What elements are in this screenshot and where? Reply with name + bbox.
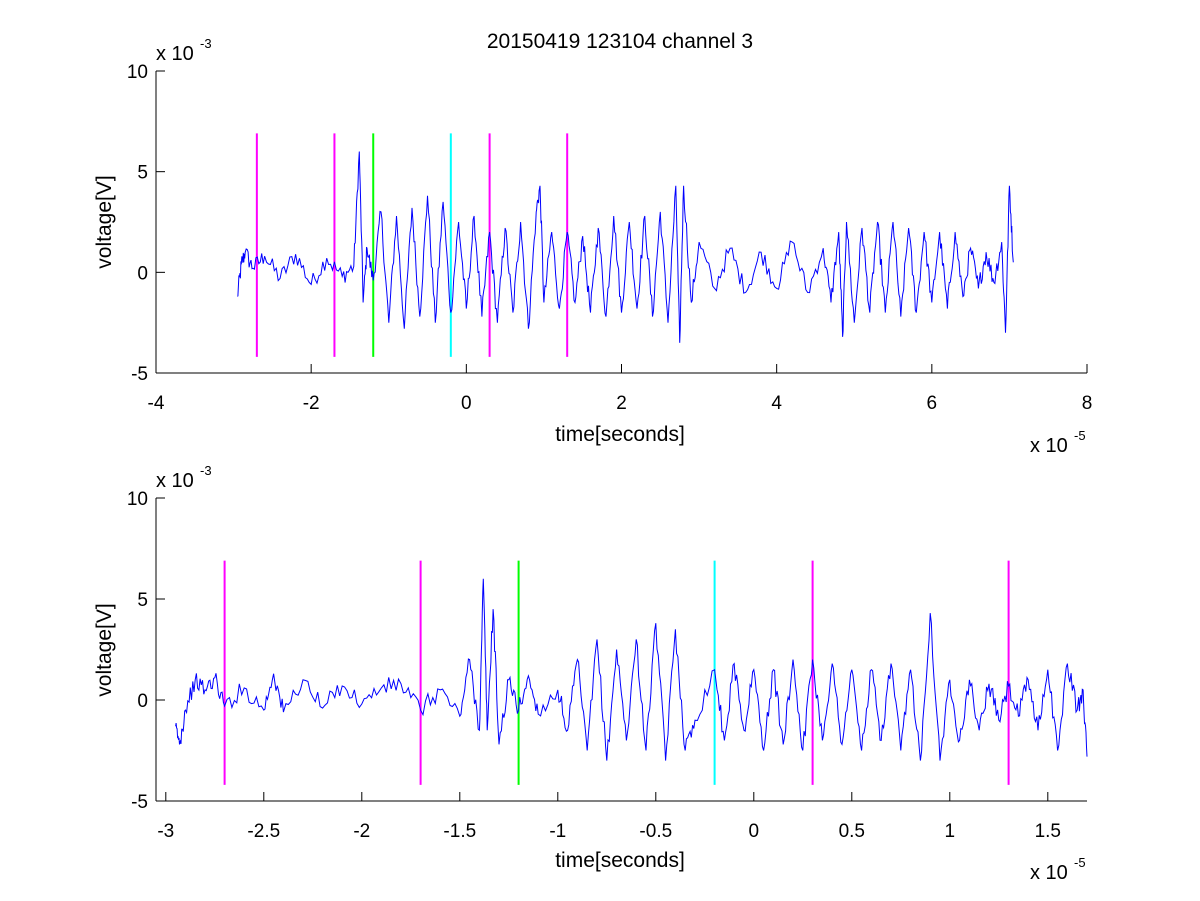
bottom-series-0 <box>175 578 1088 761</box>
bottom-series <box>175 578 1088 761</box>
top-xtick-label: 8 <box>1082 393 1093 414</box>
top-y-exponent-power: -3 <box>200 36 212 51</box>
bottom-xtick-label: -1 <box>549 821 566 842</box>
top-ylabel: voltage[V] <box>93 175 116 268</box>
top-xtick-label: 4 <box>771 393 782 414</box>
bottom-ylabel: voltage[V] <box>93 603 116 696</box>
bottom-xtick-label: 0 <box>749 821 760 842</box>
top-xlabel: time[seconds] <box>555 423 685 446</box>
bottom-xtick-label: -2 <box>353 821 370 842</box>
bottom-y-exponent-power: -3 <box>200 463 212 478</box>
top-series-0 <box>237 151 1014 343</box>
bottom-xlabel: time[seconds] <box>555 849 685 872</box>
bottom-xtick-label: -2.5 <box>247 821 280 842</box>
bottom-xtick-label: 0.5 <box>839 821 865 842</box>
bottom-xtick-label: -3 <box>157 821 174 842</box>
top-y-exponent-base: x 10 <box>156 43 194 65</box>
bottom-x-exponent-power: -5 <box>1074 855 1086 870</box>
top-xtick-label: -2 <box>303 393 320 414</box>
top-xticks: -4 -2 0 2 4 6 8 <box>148 364 1093 414</box>
bottom-x-exponent: x 10 -5 <box>1030 855 1086 884</box>
bottom-xtick-label: 1 <box>945 821 956 842</box>
top-ytick-label: 5 <box>137 163 148 184</box>
bottom-ytick-label: -5 <box>131 792 148 813</box>
bottom-xtick-label: -0.5 <box>639 821 672 842</box>
bottom-x-exponent-base: x 10 <box>1030 862 1068 884</box>
top-ytick-label: -5 <box>131 364 148 385</box>
bottom-plot-area <box>156 498 1087 801</box>
top-xtick-label: 0 <box>461 393 472 414</box>
top-xtick-label: -4 <box>148 393 165 414</box>
bottom-xtick-label: -1.5 <box>443 821 476 842</box>
top-ytick-label: 10 <box>127 62 148 83</box>
top-x-exponent-power: -5 <box>1074 428 1086 443</box>
top-x-exponent-base: x 10 <box>1030 435 1068 457</box>
bottom-ytick-label: 10 <box>127 489 148 510</box>
bottom-yticks: -5 0 5 10 <box>127 489 165 813</box>
bottom-ytick-label: 0 <box>137 691 148 712</box>
top-series <box>237 151 1014 343</box>
top-xtick-label: 6 <box>927 393 938 414</box>
top-markers <box>255 133 569 357</box>
bottom-ytick-label: 5 <box>137 590 148 611</box>
top-xtick-label: 2 <box>616 393 627 414</box>
figure-title: 20150419 123104 channel 3 <box>487 30 753 53</box>
top-yticks: -5 0 5 10 <box>127 62 165 385</box>
bottom-y-exponent: x 10 -3 <box>156 463 212 492</box>
bottom-xticks: -3 -2.5 -2 -1.5 -1 -0.5 0 0.5 1 1.5 <box>157 792 1061 842</box>
bottom-axis-lines <box>155 498 1087 802</box>
bottom-xtick-label: 1.5 <box>1035 821 1061 842</box>
top-ytick-label: 0 <box>137 263 148 284</box>
top-x-exponent: x 10 -5 <box>1030 428 1086 457</box>
bottom-y-exponent-base: x 10 <box>156 470 194 492</box>
bottom-axes: -3 -2.5 -2 -1.5 -1 -0.5 0 0.5 1 1.5 -5 0 5 10 time[s… <box>93 463 1088 884</box>
top-axes: -4 -2 0 2 4 6 8 -5 0 5 10 time[seconds] voltage[V… <box>93 36 1092 457</box>
top-y-exponent: x 10 -3 <box>156 36 212 65</box>
top-plot-area <box>156 71 1087 373</box>
